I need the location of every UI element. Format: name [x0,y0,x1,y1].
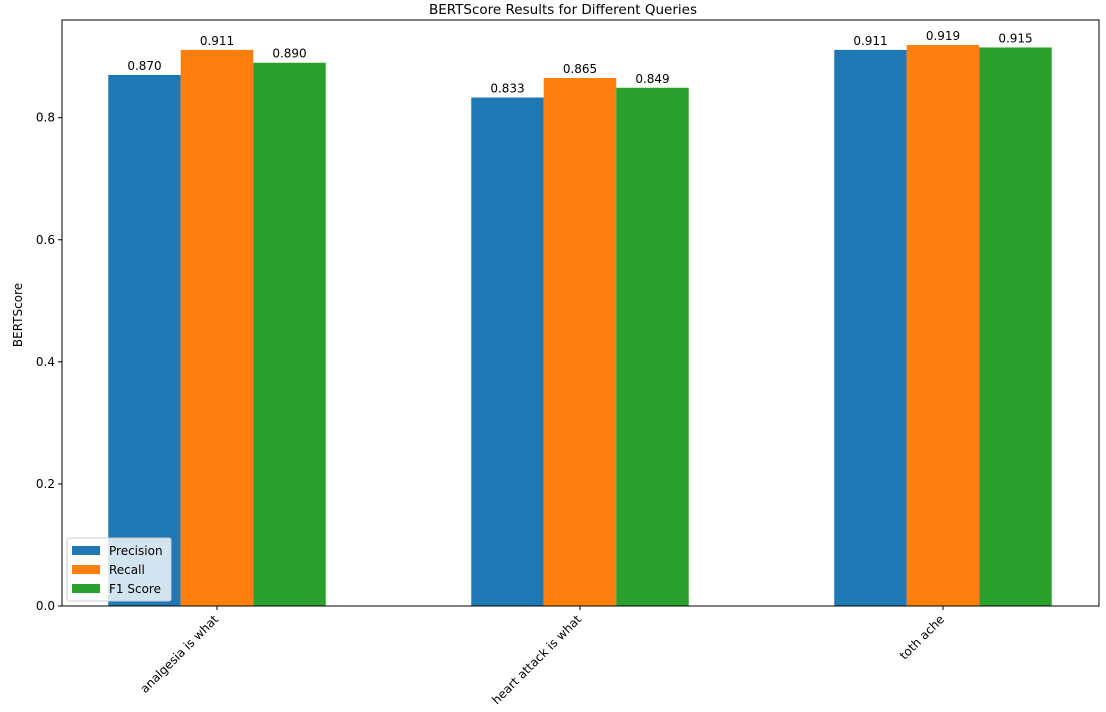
x-tick-label: heart attack is what [489,612,584,707]
bar-precision-0 [108,74,181,606]
bar-value-label: 0.915 [998,31,1032,45]
y-tick-label: 0.2 [36,477,55,491]
y-axis-label: BERTScore [11,283,25,347]
y-tick-label: 0.4 [36,355,55,369]
legend-entry: Precision [109,544,163,558]
bar-f1-score-0 [253,62,326,607]
x-tick-label: toth ache [897,612,947,662]
y-tick-label: 0.8 [36,111,55,125]
x-tick-label: analgesia is what [137,612,221,696]
bar-value-label: 0.919 [926,29,960,43]
bar-recall-0 [180,49,254,607]
legend-swatch [72,546,100,555]
bar-value-label: 0.911 [853,34,887,48]
bar-recall-1 [543,77,617,607]
bar-value-label: 0.833 [490,82,524,96]
bar-value-label: 0.865 [563,62,597,76]
legend-entry: Recall [109,563,145,577]
y-tick-label: 0.0 [36,599,55,613]
chart-title: BERTScore Results for Different Queries [429,2,697,18]
legend-swatch [72,584,100,593]
bar-precision-1 [471,97,544,607]
plot-area: 0.870 0.833 0.911 0.911 0.865 0.919 0.890 0.849… [36,19,1100,707]
bar-f1-score-2 [979,47,1052,607]
y-tick-label: 0.6 [36,233,55,247]
bar-f1-score-1 [616,87,689,606]
bar-precision-2 [834,49,907,607]
bar-value-label: 0.911 [200,34,234,48]
legend-entry: F1 Score [109,582,161,596]
bar-value-label: 0.890 [272,47,306,61]
legend: Precision Recall F1 Score [66,537,172,602]
bar-value-label: 0.849 [635,72,669,86]
bar-value-label: 0.870 [127,59,161,73]
legend-swatch [72,565,100,574]
bar-recall-2 [906,45,980,606]
